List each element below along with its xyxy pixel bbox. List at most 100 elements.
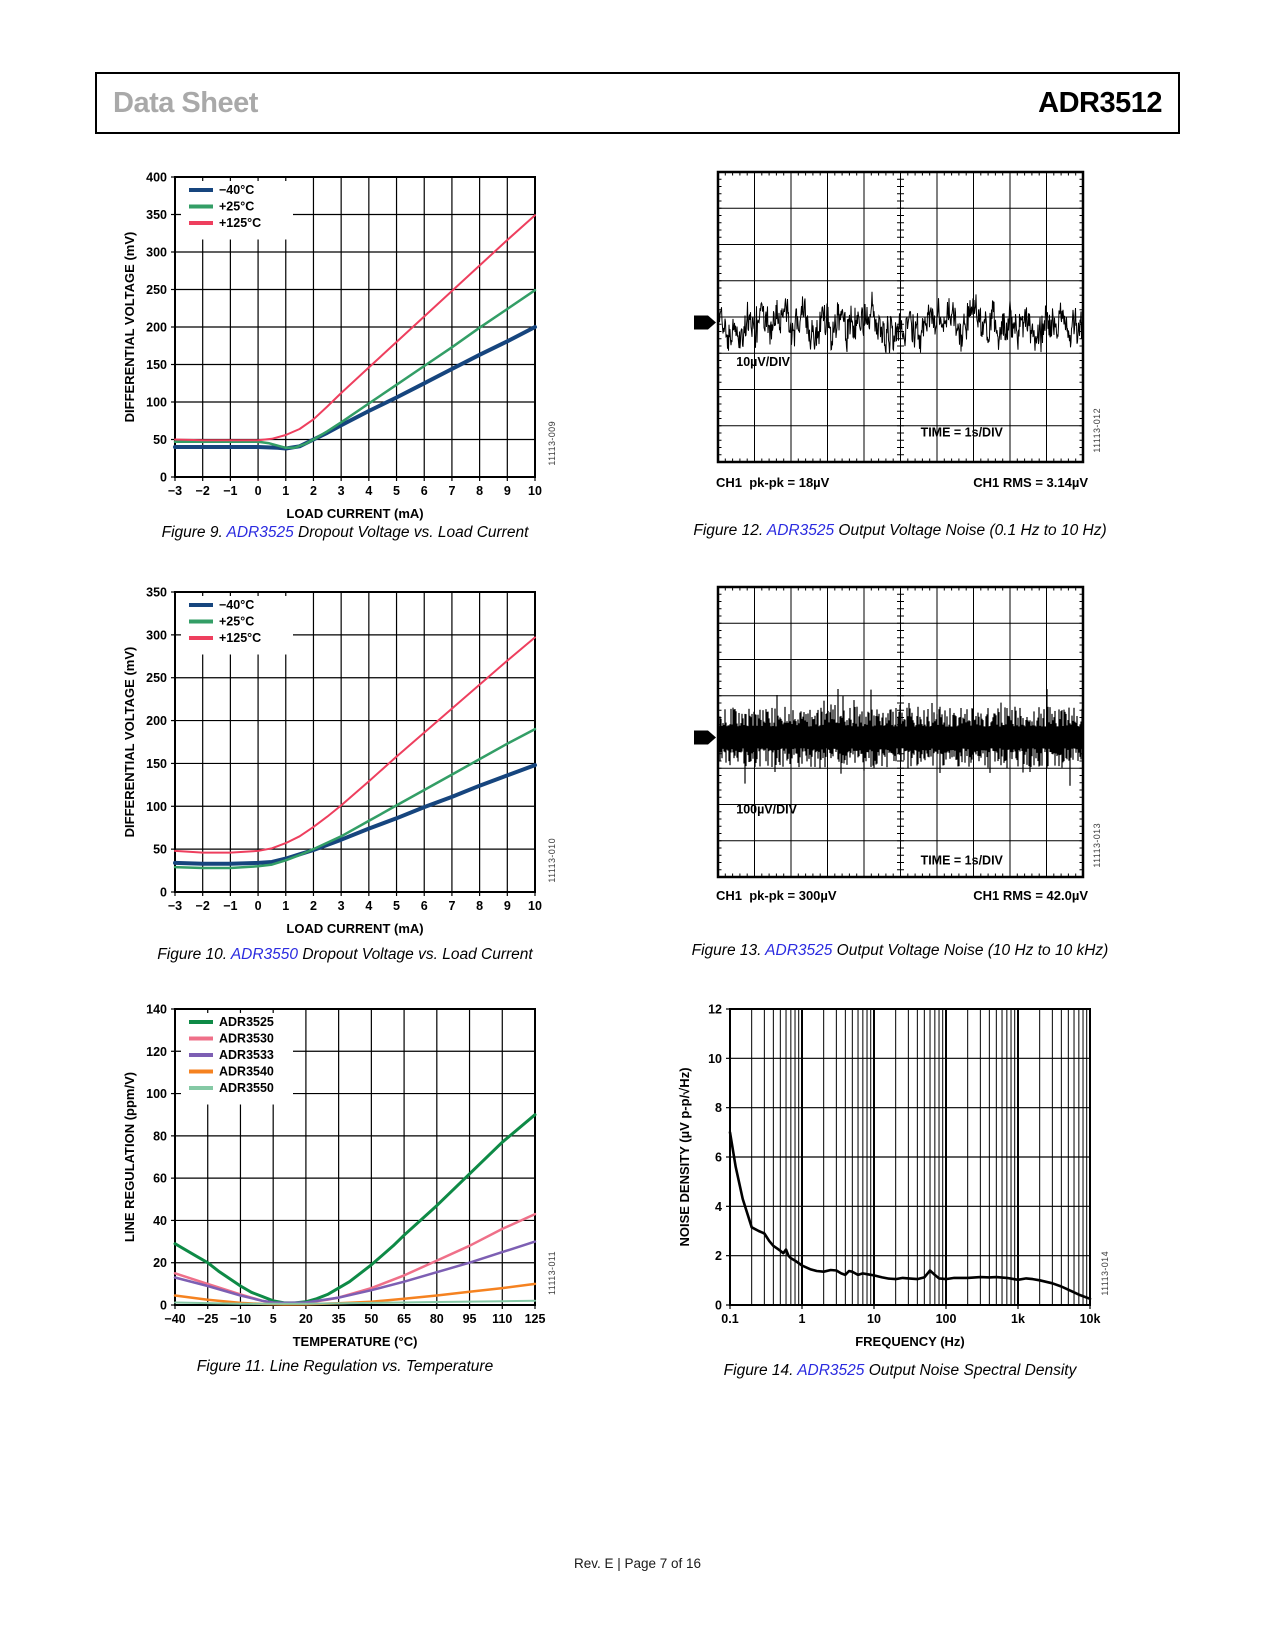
doc-type-label: Data Sheet xyxy=(113,86,258,119)
svg-text:1: 1 xyxy=(282,899,289,913)
svg-text:10: 10 xyxy=(528,484,542,498)
fig11-caption-prefix: Figure 11. Line Regulation vs. Temperatu… xyxy=(196,1358,494,1375)
fig9-dropout-chart: −3 −2 −1 0 1 2 3 4 5 6 7 8 9 100501001502002503003504… xyxy=(122,171,542,522)
svg-text:200: 200 xyxy=(146,714,167,728)
fig10-caption-suffix: Dropout Voltage vs. Load Current xyxy=(298,946,533,963)
fig13-scope-chart: 1 100µV/DIV TIME = 1s/DIV xyxy=(694,585,1085,879)
svg-text:−1: −1 xyxy=(223,484,237,498)
svg-text:1: 1 xyxy=(699,318,705,329)
svg-text:150: 150 xyxy=(146,757,167,771)
svg-text:FREQUENCY (Hz): FREQUENCY (Hz) xyxy=(855,1334,965,1349)
svg-text:LOAD CURRENT (mA): LOAD CURRENT (mA) xyxy=(286,506,423,521)
svg-text:0: 0 xyxy=(255,484,262,498)
fig14-noise-density-chart: 0.1 1 10 100 1k 10k 0 2 4 6 8 10 12 FREQUENCY (Hz) NOI… xyxy=(677,1003,1101,1350)
fig14-part-link[interactable]: ADR3525 xyxy=(797,1362,865,1379)
svg-text:0: 0 xyxy=(160,886,167,900)
svg-text:+25°C: +25°C xyxy=(219,615,254,629)
svg-text:−40°C: −40°C xyxy=(219,598,254,612)
fig9-caption: Figure 9. ADR3525 Dropout Voltage vs. Lo… xyxy=(110,524,580,542)
svg-text:80: 80 xyxy=(430,1312,444,1326)
svg-text:1: 1 xyxy=(282,484,289,498)
svg-text:80: 80 xyxy=(153,1129,167,1143)
svg-text:100: 100 xyxy=(936,1312,957,1326)
svg-text:ADR3525: ADR3525 xyxy=(219,1015,274,1029)
fig14-plot-code: 11113-014 xyxy=(1100,1251,1110,1296)
fig13-ch1-pkpk: CH1 pk-pk = 300µV xyxy=(716,888,837,903)
fig13-ch1-rms: CH1 RMS = 42.0µV xyxy=(973,888,1088,903)
svg-text:10: 10 xyxy=(867,1312,881,1326)
fig13-plot-code: 11113-013 xyxy=(1092,823,1102,868)
svg-text:250: 250 xyxy=(146,283,167,297)
fig12-part-link[interactable]: ADR3525 xyxy=(766,522,835,539)
svg-text:5: 5 xyxy=(393,484,400,498)
svg-text:100µV/DIV: 100µV/DIV xyxy=(736,803,797,817)
svg-text:4: 4 xyxy=(365,484,372,498)
svg-text:1: 1 xyxy=(799,1312,806,1326)
fig10-dropout-chart: −3 −2 −1 0 1 2 3 4 5 6 7 8 9 10050100150200250300350L… xyxy=(122,586,542,937)
svg-text:100: 100 xyxy=(146,396,167,410)
svg-text:7: 7 xyxy=(448,484,455,498)
svg-text:DIFFERENTIAL VOLTAGE (mV): DIFFERENTIAL VOLTAGE (mV) xyxy=(122,647,137,838)
svg-text:ADR3550: ADR3550 xyxy=(219,1081,274,1095)
svg-text:ADR3540: ADR3540 xyxy=(219,1065,274,1079)
fig12-ch1-pkpk: CH1 pk-pk = 18µV xyxy=(716,475,830,490)
svg-text:DIFFERENTIAL VOLTAGE (mV): DIFFERENTIAL VOLTAGE (mV) xyxy=(122,232,137,423)
page-header: Data Sheet ADR3512 xyxy=(95,72,1180,134)
svg-text:TIME = 1s/DIV: TIME = 1s/DIV xyxy=(921,426,1004,440)
svg-text:110: 110 xyxy=(492,1312,512,1326)
part-number: ADR3512 xyxy=(1038,86,1162,119)
svg-text:LINE REGULATION (ppm/V): LINE REGULATION (ppm/V) xyxy=(122,1072,137,1242)
fig14-caption-prefix: Figure 14. xyxy=(723,1362,798,1379)
fig12-caption: Figure 12. ADR3525 Output Voltage Noise … xyxy=(680,522,1120,540)
svg-text:250: 250 xyxy=(146,671,167,685)
svg-text:5: 5 xyxy=(270,1312,277,1326)
svg-text:0: 0 xyxy=(715,1299,722,1313)
svg-text:60: 60 xyxy=(153,1172,167,1186)
svg-text:6: 6 xyxy=(421,899,428,913)
svg-text:8: 8 xyxy=(476,484,483,498)
svg-text:6: 6 xyxy=(421,484,428,498)
svg-text:95: 95 xyxy=(463,1312,477,1326)
fig14-caption: Figure 14. ADR3525 Output Noise Spectral… xyxy=(680,1362,1120,1380)
svg-text:+125°C: +125°C xyxy=(219,216,261,230)
svg-text:50: 50 xyxy=(153,843,167,857)
fig9-caption-suffix: Dropout Voltage vs. Load Current xyxy=(293,524,529,541)
fig12-plot-code: 11113-012 xyxy=(1092,408,1102,453)
svg-text:6: 6 xyxy=(715,1151,722,1165)
svg-text:8: 8 xyxy=(715,1101,722,1115)
svg-text:20: 20 xyxy=(299,1312,313,1326)
fig9-part-link[interactable]: ADR3525 xyxy=(226,524,294,541)
svg-text:10: 10 xyxy=(528,899,542,913)
svg-text:35: 35 xyxy=(332,1312,346,1326)
svg-text:350: 350 xyxy=(146,208,167,222)
fig12-caption-suffix: Output Voltage Noise (0.1 Hz to 10 Hz) xyxy=(834,522,1107,539)
fig13-part-link[interactable]: ADR3525 xyxy=(765,942,833,959)
fig13-caption-suffix: Output Voltage Noise (10 Hz to 10 kHz) xyxy=(832,942,1109,959)
svg-text:1k: 1k xyxy=(1011,1312,1025,1326)
fig11-line-regulation-chart: −40 −25 −10 5 20 35 50 65 80 95 110 125 0 20 40 60 80 100… xyxy=(122,1003,545,1350)
svg-text:0: 0 xyxy=(255,899,262,913)
svg-text:ADR3530: ADR3530 xyxy=(219,1032,274,1046)
svg-text:7: 7 xyxy=(448,899,455,913)
svg-text:TEMPERATURE (°C): TEMPERATURE (°C) xyxy=(293,1334,418,1349)
fig10-caption-prefix: Figure 10. xyxy=(157,946,231,963)
fig11-caption: Figure 11. Line Regulation vs. Temperatu… xyxy=(110,1358,580,1376)
svg-text:2: 2 xyxy=(715,1249,722,1263)
svg-text:150: 150 xyxy=(146,358,167,372)
svg-text:3: 3 xyxy=(338,899,345,913)
fig12-measurements: CH1 pk-pk = 18µV CH1 RMS = 3.14µV xyxy=(716,475,1088,490)
svg-text:100: 100 xyxy=(146,800,167,814)
svg-text:−40: −40 xyxy=(164,1312,185,1326)
svg-text:ADR3533: ADR3533 xyxy=(219,1048,274,1062)
fig10-part-link[interactable]: ADR3550 xyxy=(230,946,299,963)
fig10-plot-code: 11113-010 xyxy=(547,838,557,883)
svg-text:0: 0 xyxy=(160,1299,167,1313)
svg-text:4: 4 xyxy=(365,899,372,913)
svg-text:4: 4 xyxy=(715,1200,722,1214)
svg-text:0: 0 xyxy=(160,471,167,485)
svg-text:TIME = 1s/DIV: TIME = 1s/DIV xyxy=(921,853,1004,867)
svg-text:10µV/DIV: 10µV/DIV xyxy=(736,355,790,369)
svg-text:10k: 10k xyxy=(1080,1312,1101,1326)
fig9-caption-prefix: Figure 9. xyxy=(161,524,227,541)
